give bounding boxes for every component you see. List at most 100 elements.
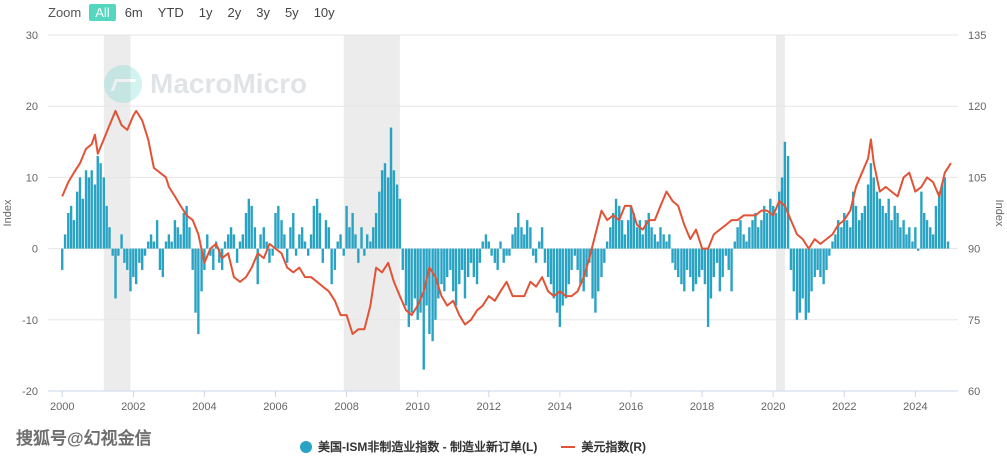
bar bbox=[149, 234, 153, 249]
bar bbox=[87, 177, 91, 249]
x-tick-label: 2014 bbox=[548, 401, 572, 413]
bar bbox=[419, 248, 422, 313]
bar bbox=[132, 248, 135, 278]
bar bbox=[354, 234, 357, 249]
bar bbox=[718, 248, 722, 292]
bar bbox=[250, 205, 253, 249]
zoom-button-all[interactable]: All bbox=[89, 3, 116, 21]
bar bbox=[721, 248, 724, 278]
bar bbox=[620, 220, 624, 249]
bar bbox=[603, 248, 606, 263]
bar bbox=[724, 248, 728, 256]
bar bbox=[769, 198, 772, 249]
brand-logo-icon bbox=[104, 65, 142, 103]
bar bbox=[905, 234, 908, 249]
bar bbox=[369, 241, 372, 249]
bar bbox=[108, 227, 111, 249]
bar bbox=[736, 227, 739, 249]
x-tick-label: 2024 bbox=[903, 401, 927, 413]
zoom-button-ytd[interactable]: YTD bbox=[157, 4, 184, 20]
bar bbox=[774, 213, 778, 249]
bar bbox=[292, 213, 295, 249]
bar bbox=[401, 248, 404, 270]
bar bbox=[760, 220, 763, 249]
bar bbox=[523, 234, 526, 249]
x-tick-label: 2020 bbox=[761, 401, 785, 413]
zoom-button-3y[interactable]: 3y bbox=[256, 4, 270, 20]
bar bbox=[890, 220, 893, 249]
bar bbox=[585, 248, 588, 278]
legend-line-label: 美元指数(R) bbox=[581, 440, 646, 454]
bar bbox=[437, 248, 440, 299]
bar bbox=[336, 241, 339, 249]
bar bbox=[469, 248, 473, 263]
bar bbox=[134, 248, 138, 285]
bar bbox=[780, 177, 784, 249]
bar bbox=[931, 234, 935, 249]
bar bbox=[271, 248, 274, 256]
bar bbox=[875, 191, 879, 249]
bar bbox=[579, 248, 582, 285]
bar bbox=[659, 227, 662, 249]
zoom-button-10y[interactable]: 10y bbox=[313, 4, 335, 20]
bar bbox=[493, 248, 497, 263]
bar bbox=[395, 184, 399, 249]
bar bbox=[683, 248, 686, 292]
bar bbox=[703, 248, 707, 285]
zoom-button-2y[interactable]: 2y bbox=[227, 4, 242, 20]
y-right-tick-label: 60 bbox=[968, 386, 980, 398]
bar bbox=[247, 198, 251, 249]
bar bbox=[517, 213, 520, 249]
zoom-button-5y[interactable]: 5y bbox=[284, 4, 299, 20]
bar bbox=[709, 248, 713, 299]
bar bbox=[155, 220, 159, 249]
bar bbox=[940, 184, 944, 249]
bar bbox=[837, 220, 840, 249]
y-left-tick-label: -10 bbox=[22, 315, 38, 327]
bar bbox=[656, 241, 659, 249]
bar bbox=[730, 248, 733, 292]
bar bbox=[857, 220, 861, 249]
bar bbox=[786, 156, 790, 249]
bar bbox=[691, 248, 695, 292]
bar bbox=[745, 241, 748, 249]
bar bbox=[478, 248, 482, 263]
bar bbox=[680, 248, 683, 285]
y-right-tick-label: 90 bbox=[968, 244, 980, 256]
bar bbox=[357, 248, 360, 263]
bar bbox=[641, 234, 644, 249]
bar bbox=[490, 248, 493, 256]
bar bbox=[825, 248, 828, 270]
legend-item-line[interactable]: 美元指数(R) bbox=[561, 438, 646, 455]
zoom-button-1y[interactable]: 1y bbox=[198, 4, 213, 20]
bar bbox=[854, 205, 858, 249]
x-tick-label: 2000 bbox=[50, 401, 74, 413]
bar bbox=[241, 234, 244, 249]
zoom-button-6m[interactable]: 6m bbox=[124, 4, 143, 20]
bar bbox=[849, 227, 852, 249]
bar bbox=[674, 248, 677, 270]
bar bbox=[158, 248, 162, 270]
bar bbox=[345, 205, 348, 249]
bar bbox=[896, 213, 899, 249]
bar bbox=[751, 220, 754, 249]
bar bbox=[801, 248, 804, 299]
bar bbox=[733, 241, 736, 249]
bar bbox=[164, 241, 168, 249]
bar bbox=[609, 227, 612, 249]
bar bbox=[75, 191, 79, 249]
bar bbox=[496, 248, 499, 270]
legend-item-bars[interactable]: 美国-ISM非制造业指数 - 制造业新订单(L) bbox=[300, 438, 537, 455]
bar bbox=[481, 241, 484, 249]
y-left-tick-label: -20 bbox=[22, 386, 38, 398]
bar bbox=[863, 205, 867, 249]
bar bbox=[389, 127, 393, 249]
bar bbox=[828, 248, 831, 256]
bar bbox=[810, 248, 813, 292]
bar bbox=[458, 248, 461, 285]
bar bbox=[333, 248, 337, 270]
zoom-range-buttons: All 6m YTD 1y 2y 3y 5y 10y bbox=[89, 3, 343, 21]
y-left-tick-label: 0 bbox=[32, 244, 38, 256]
source-credit: 搜狐号@幻视金信 bbox=[16, 429, 152, 448]
bar bbox=[454, 248, 458, 306]
